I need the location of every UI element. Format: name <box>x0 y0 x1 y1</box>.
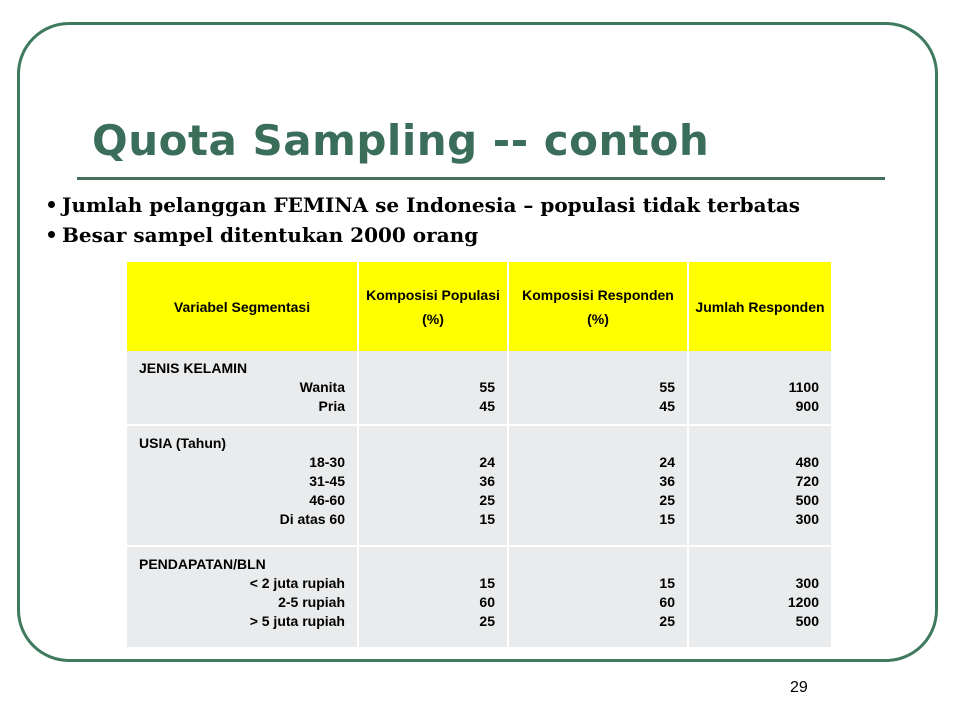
header-responden-pct-line: Komposisi <box>522 286 594 303</box>
cell-responden-pct: 55 45 <box>507 351 688 425</box>
segment-label: > 5 juta rupiah <box>249 613 345 629</box>
responden-pct-value: 15 <box>659 575 675 591</box>
group-name: PENDAPATAN/BLN <box>139 556 266 572</box>
segment-label: 46-60 <box>309 492 345 508</box>
bullet-dot-icon <box>48 201 55 208</box>
bullet-list: Jumlah pelanggan FEMINA se Indonesia – p… <box>48 190 800 250</box>
cell-variabel: JENIS KELAMIN Wanita Pria <box>127 351 358 425</box>
populasi-value: 25 <box>479 492 495 508</box>
cell-populasi: 55 45 <box>357 351 508 425</box>
responden-pct-value: 24 <box>659 454 675 470</box>
page-number: 29 <box>790 679 808 696</box>
populasi-value: 55 <box>479 379 495 395</box>
header-populasi-line: Komposisi <box>366 286 438 303</box>
responden-pct-value: 55 <box>659 379 675 395</box>
cell-jumlah: 1100 900 <box>687 351 831 425</box>
cell-responden-pct: 24 36 25 15 <box>507 424 688 546</box>
segment-label: < 2 juta rupiah <box>249 575 345 591</box>
segment-label: Pria <box>318 398 345 414</box>
jumlah-value: 300 <box>795 511 819 527</box>
jumlah-value: 1200 <box>787 594 819 610</box>
jumlah-value: 300 <box>795 575 819 591</box>
jumlah-value: 500 <box>795 492 819 508</box>
responden-pct-value: 15 <box>659 511 675 527</box>
header-populasi: Komposisi Populasi (%) <box>357 262 508 351</box>
header-jumlah: Jumlah Responden <box>687 262 831 351</box>
populasi-value: 24 <box>479 454 495 470</box>
populasi-value: 25 <box>479 613 495 629</box>
segment-label: 2-5 rupiah <box>278 594 345 610</box>
populasi-value: 60 <box>479 594 495 610</box>
segment-label: Wanita <box>299 379 345 395</box>
populasi-value: 45 <box>479 398 495 414</box>
cell-variabel: USIA (Tahun) 18-30 31-45 46-60 Di atas 6… <box>127 424 358 546</box>
cell-variabel: PENDAPATAN/BLN < 2 juta rupiah 2-5 rupia… <box>127 545 358 647</box>
table-header-row: Variabel Segmentasi Komposisi Populasi (… <box>127 262 831 351</box>
populasi-value: 36 <box>479 473 495 489</box>
slide-frame <box>17 22 938 662</box>
responden-pct-value: 25 <box>659 492 675 508</box>
jumlah-value: 480 <box>795 454 819 470</box>
cell-populasi: 15 60 25 <box>357 545 508 647</box>
group-name: JENIS KELAMIN <box>139 360 248 376</box>
title-underline <box>77 177 885 180</box>
populasi-value: 15 <box>479 575 495 591</box>
segment-label: 18-30 <box>309 454 345 470</box>
segment-label: Di atas 60 <box>279 511 345 527</box>
header-populasi-line: Populasi (%) <box>422 286 500 327</box>
slide-title: Quota Sampling -- contoh <box>92 116 710 165</box>
header-responden-pct: Komposisi Responden (%) <box>507 262 688 351</box>
cell-responden-pct: 15 60 25 <box>507 545 688 647</box>
cell-jumlah: 480 720 500 300 <box>687 424 831 546</box>
table-row: PENDAPATAN/BLN < 2 juta rupiah 2-5 rupia… <box>127 545 831 647</box>
cell-jumlah: 300 1200 500 <box>687 545 831 647</box>
bullet-dot-icon <box>48 231 55 238</box>
responden-pct-value: 36 <box>659 473 675 489</box>
bullet-text-1: Jumlah pelanggan FEMINA se Indonesia – p… <box>62 193 801 217</box>
header-jumlah-line: Responden <box>748 298 825 315</box>
responden-pct-value: 60 <box>659 594 675 610</box>
segment-label: 31-45 <box>309 473 345 489</box>
cell-populasi: 24 36 25 15 <box>357 424 508 546</box>
quota-table: Variabel Segmentasi Komposisi Populasi (… <box>127 262 831 647</box>
jumlah-value: 500 <box>795 613 819 629</box>
populasi-value: 15 <box>479 511 495 527</box>
jumlah-value: 720 <box>795 473 819 489</box>
header-jumlah-line: Jumlah <box>695 298 745 315</box>
bullet-text-2: Besar sampel ditentukan 2000 orang <box>62 223 479 247</box>
header-responden-pct-line: Responden (%) <box>587 286 674 327</box>
jumlah-value: 900 <box>795 398 819 414</box>
table-row: JENIS KELAMIN Wanita Pria 55 45 55 45 11… <box>127 351 831 425</box>
responden-pct-value: 45 <box>659 398 675 414</box>
table-row: USIA (Tahun) 18-30 31-45 46-60 Di atas 6… <box>127 424 831 546</box>
responden-pct-value: 25 <box>659 613 675 629</box>
jumlah-value: 1100 <box>788 379 819 395</box>
bullet-item-2: Besar sampel ditentukan 2000 orang <box>48 220 800 250</box>
header-variabel-text: Variabel Segmentasi <box>173 298 311 315</box>
group-name: USIA (Tahun) <box>139 435 227 451</box>
header-variabel: Variabel Segmentasi <box>127 262 358 351</box>
bullet-item-1: Jumlah pelanggan FEMINA se Indonesia – p… <box>48 190 800 220</box>
